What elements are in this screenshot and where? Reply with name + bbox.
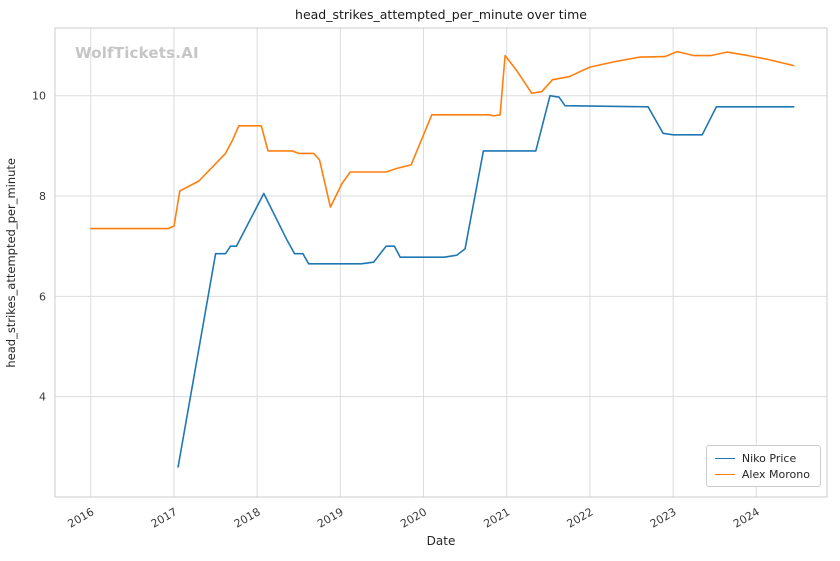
legend-line-sample: [714, 458, 735, 459]
x-tick-label: 2020: [398, 505, 429, 530]
series-line-alex-morono: [90, 50, 795, 230]
x-tick-label: 2023: [648, 505, 679, 530]
chart-title: head_strikes_attempted_per_minute over t…: [295, 7, 587, 22]
legend: Niko Price Alex Morono: [705, 445, 821, 487]
y-tick-label: 8: [39, 190, 46, 203]
x-axis-label: Date: [426, 534, 456, 548]
y-axis-label: head_strikes_attempted_per_minute: [4, 28, 18, 497]
y-tick-label: 10: [32, 90, 46, 103]
series-line-niko-price: [177, 94, 795, 468]
watermark: WolfTickets.AI: [75, 44, 199, 62]
y-axis-label-text: head_strikes_attempted_per_minute: [4, 157, 18, 368]
y-tick-label: 4: [39, 391, 46, 404]
legend-item: Niko Price: [714, 452, 810, 465]
x-tick-label: 2024: [731, 505, 762, 530]
x-tick-label: 2017: [149, 505, 180, 530]
y-tick-label: 6: [39, 290, 46, 303]
legend-item: Alex Morono: [714, 468, 810, 481]
x-tick-label: 2022: [565, 505, 596, 530]
x-tick-label: 2018: [232, 505, 263, 530]
x-tick-label: 2021: [481, 505, 512, 530]
plot-frame: [54, 27, 828, 498]
x-tick-label: 2016: [66, 505, 97, 530]
legend-label: Niko Price: [741, 452, 797, 465]
legend-label: Alex Morono: [741, 468, 810, 481]
legend-line-sample: [714, 474, 735, 475]
x-tick-label: 2019: [315, 505, 346, 530]
